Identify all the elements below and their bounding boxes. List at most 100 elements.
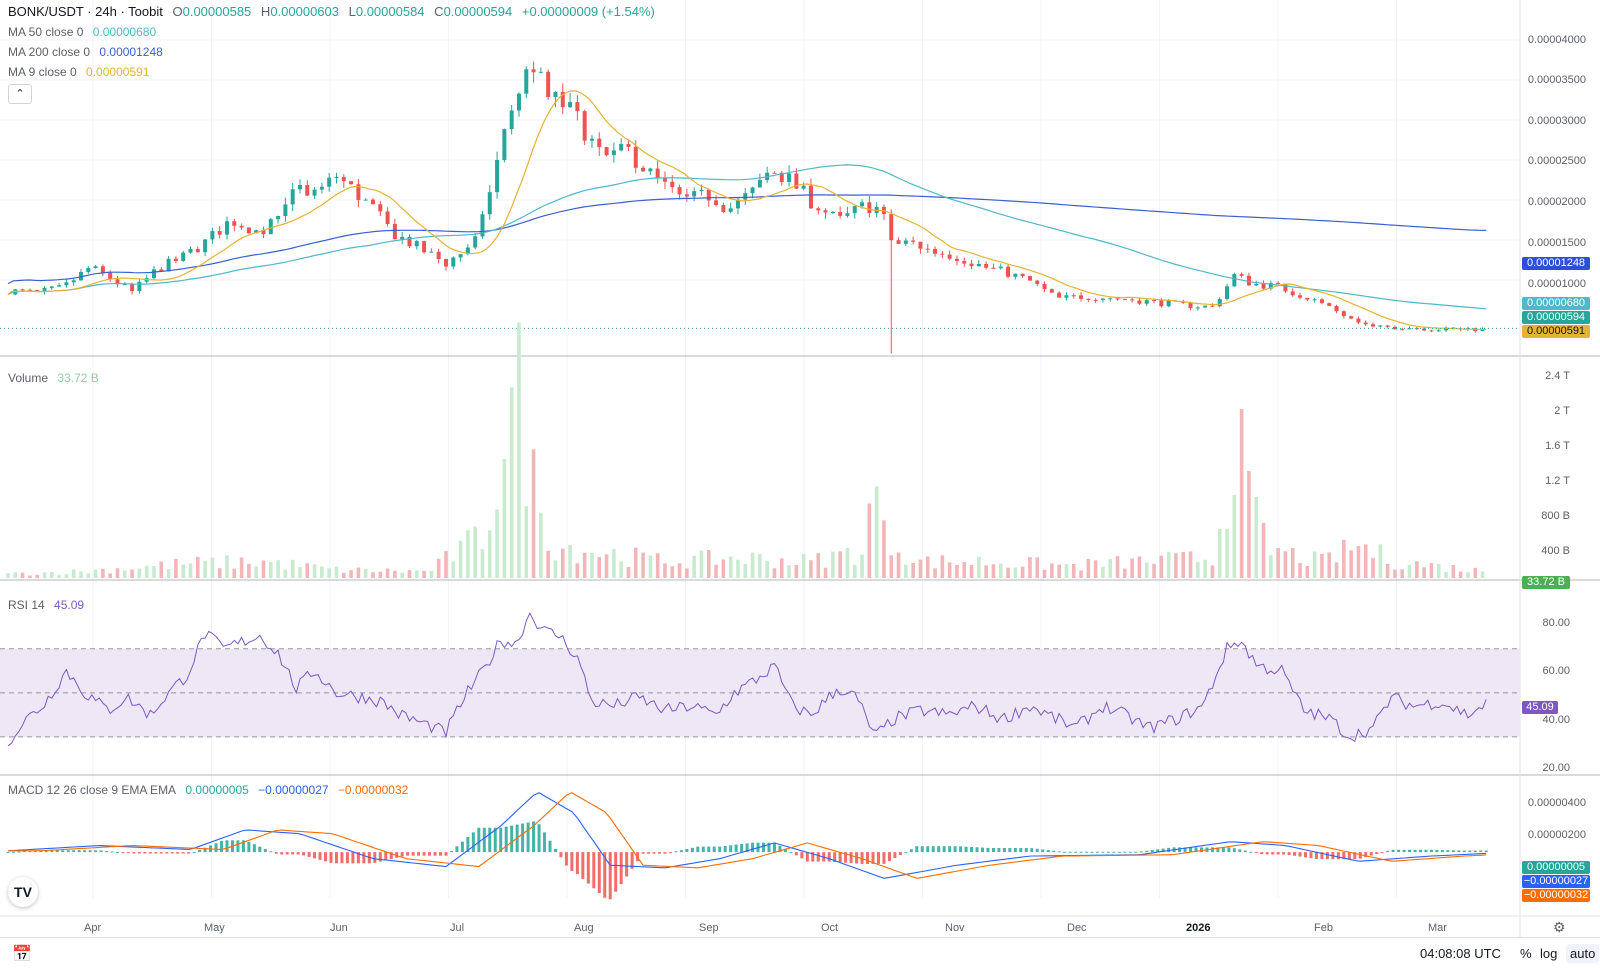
macd-line-tag: −0.00000027	[1522, 875, 1590, 888]
volume-bar	[108, 573, 112, 578]
candle-body	[611, 150, 616, 156]
macd-histogram-bar	[592, 852, 596, 889]
volume-bar	[874, 486, 879, 578]
macd-histogram-bar	[1063, 851, 1067, 853]
macd-histogram-bar	[1041, 849, 1045, 853]
candle-body	[662, 178, 667, 182]
volume-bar	[495, 509, 499, 578]
settings-icon[interactable]: ⚙	[1553, 919, 1566, 935]
macd-histogram-bar	[170, 852, 174, 854]
candle-body	[1290, 291, 1295, 296]
candle-body	[261, 230, 266, 235]
macd-legend[interactable]: MACD 12 26 close 9 EMA EMA 0.00000005 −0…	[8, 783, 414, 797]
macd-histogram-bar	[482, 827, 486, 853]
ma9-legend[interactable]: MA 9 close 0 0.00000591	[8, 65, 155, 79]
macd-histogram-bar	[1304, 852, 1308, 858]
time-axis-label: Mar	[1428, 922, 1447, 934]
chart-canvas[interactable]	[0, 0, 1600, 937]
macd-histogram-bar	[619, 852, 623, 885]
macd-histogram-bar	[1117, 851, 1121, 853]
volume-bar	[728, 556, 733, 578]
ma200-legend[interactable]: MA 200 close 0 0.00001248	[8, 45, 169, 59]
candle-body	[159, 269, 164, 272]
candle-body	[823, 210, 828, 213]
candle-body	[1122, 298, 1127, 300]
candle-body	[677, 187, 682, 195]
candle-body	[1385, 325, 1390, 327]
candle-body	[1283, 283, 1288, 292]
symbol-title[interactable]: BONK/USDT · 24h · Toobit	[8, 4, 163, 19]
macd-histogram-bar	[55, 850, 59, 853]
volume-bar	[1451, 565, 1456, 578]
macd-histogram-bar	[690, 847, 694, 853]
macd-histogram-bar	[614, 852, 618, 892]
macd-histogram-bar	[1468, 850, 1472, 853]
calendar-range-icon[interactable]: 📅	[12, 946, 32, 963]
macd-histogram-bar	[258, 846, 262, 853]
macd-histogram-bar	[800, 852, 804, 859]
ma50-label: MA 50 close 0	[8, 25, 84, 39]
volume-bar	[1393, 569, 1397, 578]
candle-body	[714, 200, 719, 206]
macd-histogram-bar	[543, 832, 547, 853]
candle-body	[1049, 289, 1054, 293]
macd-histogram-bar	[1353, 852, 1357, 860]
macd-histogram-bar	[1386, 850, 1390, 853]
macd-histogram-bar	[291, 852, 295, 855]
candle-body	[1152, 300, 1157, 302]
candle-body	[867, 202, 872, 214]
macd-histogram-bar	[384, 852, 388, 861]
ma9-line	[7, 90, 1487, 330]
volume-bar	[181, 564, 185, 578]
log-toggle[interactable]: log	[1540, 946, 1558, 961]
volume-bar	[480, 549, 485, 578]
volume-bar	[940, 555, 945, 578]
volume-bar	[407, 570, 412, 578]
macd-histogram-bar	[1325, 852, 1329, 860]
macd-histogram-bar	[570, 852, 574, 871]
macd-histogram-bar	[44, 850, 48, 853]
percent-toggle[interactable]: %	[1520, 946, 1532, 961]
tradingview-logo[interactable]: TV	[8, 877, 38, 907]
volume-bar	[663, 563, 667, 578]
macd-histogram-bar	[1397, 849, 1401, 853]
macd-histogram-bar	[1210, 847, 1214, 853]
macd-histogram-bar	[707, 846, 711, 853]
candle-body	[78, 271, 83, 281]
macd-histogram-bar	[477, 827, 481, 853]
ma50-legend[interactable]: MA 50 close 0 0.00000680	[8, 25, 162, 39]
candle-body	[195, 249, 200, 253]
macd-histogram-bar	[811, 852, 815, 862]
clock-time[interactable]: 04:08:08 UTC	[1420, 946, 1501, 961]
volume-bar	[991, 564, 996, 578]
macd-histogram-bar	[1347, 852, 1351, 860]
volume-bar	[349, 570, 353, 578]
volume-bar	[1363, 544, 1368, 578]
auto-toggle[interactable]: auto	[1566, 944, 1600, 963]
macd-histogram-bar	[176, 852, 180, 854]
volume-bar	[393, 570, 397, 578]
volume-bar	[130, 569, 134, 578]
volume-bar	[955, 564, 959, 578]
macd-histogram-bar	[126, 852, 130, 854]
macd-histogram-bar	[1238, 849, 1242, 853]
time-axis-label: Apr	[84, 922, 102, 934]
candle-body	[633, 146, 638, 168]
macd-histogram-bar	[1128, 851, 1132, 853]
symbol-legend[interactable]: BONK/USDT · 24h · Toobit O0.00000585 H0.…	[8, 4, 661, 19]
macd-histogram-bar	[1052, 850, 1056, 853]
macd-histogram-bar	[72, 850, 76, 853]
candle-body	[1013, 273, 1018, 277]
candle-body	[1130, 299, 1135, 301]
macd-histogram-bar	[1194, 847, 1198, 853]
volume-bar	[539, 513, 543, 578]
collapse-legend-button[interactable]: ⌃	[8, 84, 32, 104]
macd-histogram-bar	[17, 851, 21, 853]
volume-bar	[896, 552, 901, 578]
macd-histogram-bar	[783, 848, 787, 853]
rsi-legend[interactable]: RSI 14 45.09	[8, 598, 90, 612]
volume-legend[interactable]: Volume 33.72 B	[8, 371, 105, 385]
candle-body	[232, 221, 237, 226]
macd-histogram-bar	[1402, 849, 1406, 853]
